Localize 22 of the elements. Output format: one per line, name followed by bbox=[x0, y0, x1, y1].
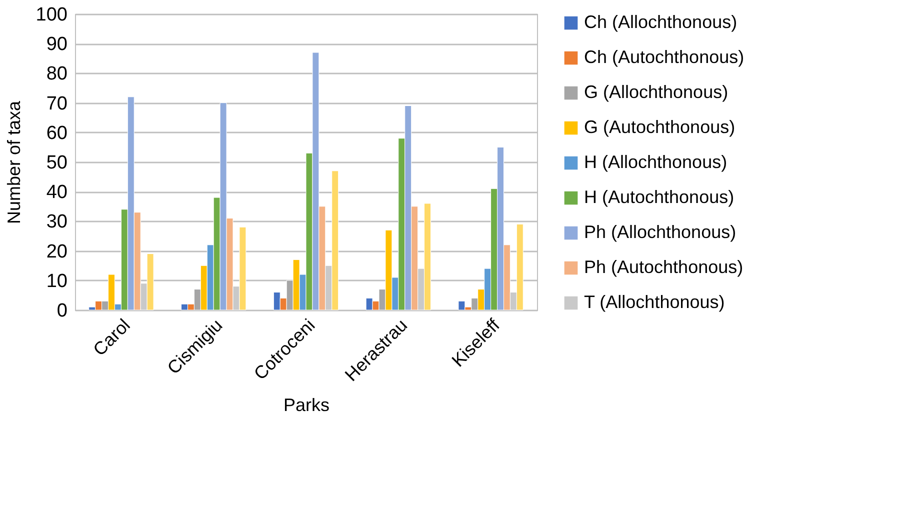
y-tick-label: 80 bbox=[46, 64, 68, 85]
y-tick-label: 20 bbox=[46, 241, 68, 262]
legend-label: Ph (Allochthonous) bbox=[584, 222, 736, 242]
y-tick-label: 30 bbox=[46, 212, 68, 233]
legend-label: G (Autochthonous) bbox=[584, 117, 736, 137]
y-tick-label: 70 bbox=[46, 93, 68, 114]
y-tick-label: 40 bbox=[46, 182, 68, 204]
legend-label: T (Allochthonous) bbox=[584, 292, 725, 312]
y-tick-label: 100 bbox=[36, 4, 68, 26]
y-tick-label: 90 bbox=[46, 34, 68, 56]
y-tick-label: 60 bbox=[46, 122, 68, 144]
x-axis-title: Parks bbox=[283, 395, 330, 416]
y-tick-label: 50 bbox=[46, 152, 68, 174]
legend-label: H (Autochthonous) bbox=[584, 187, 734, 207]
legend-label: Ch (Autochthonous) bbox=[584, 47, 744, 67]
legend-label: Ph (Autochthonous) bbox=[584, 257, 744, 277]
y-axis-title: Number of taxa bbox=[4, 100, 24, 224]
legend-label: H (Allochthonous) bbox=[584, 152, 728, 172]
legend-label: Ch (Allochthonous) bbox=[584, 12, 738, 32]
legend-label: G (Allochthonous) bbox=[584, 82, 728, 102]
y-tick-label: 10 bbox=[46, 270, 68, 292]
y-tick-label: 0 bbox=[56, 300, 68, 322]
